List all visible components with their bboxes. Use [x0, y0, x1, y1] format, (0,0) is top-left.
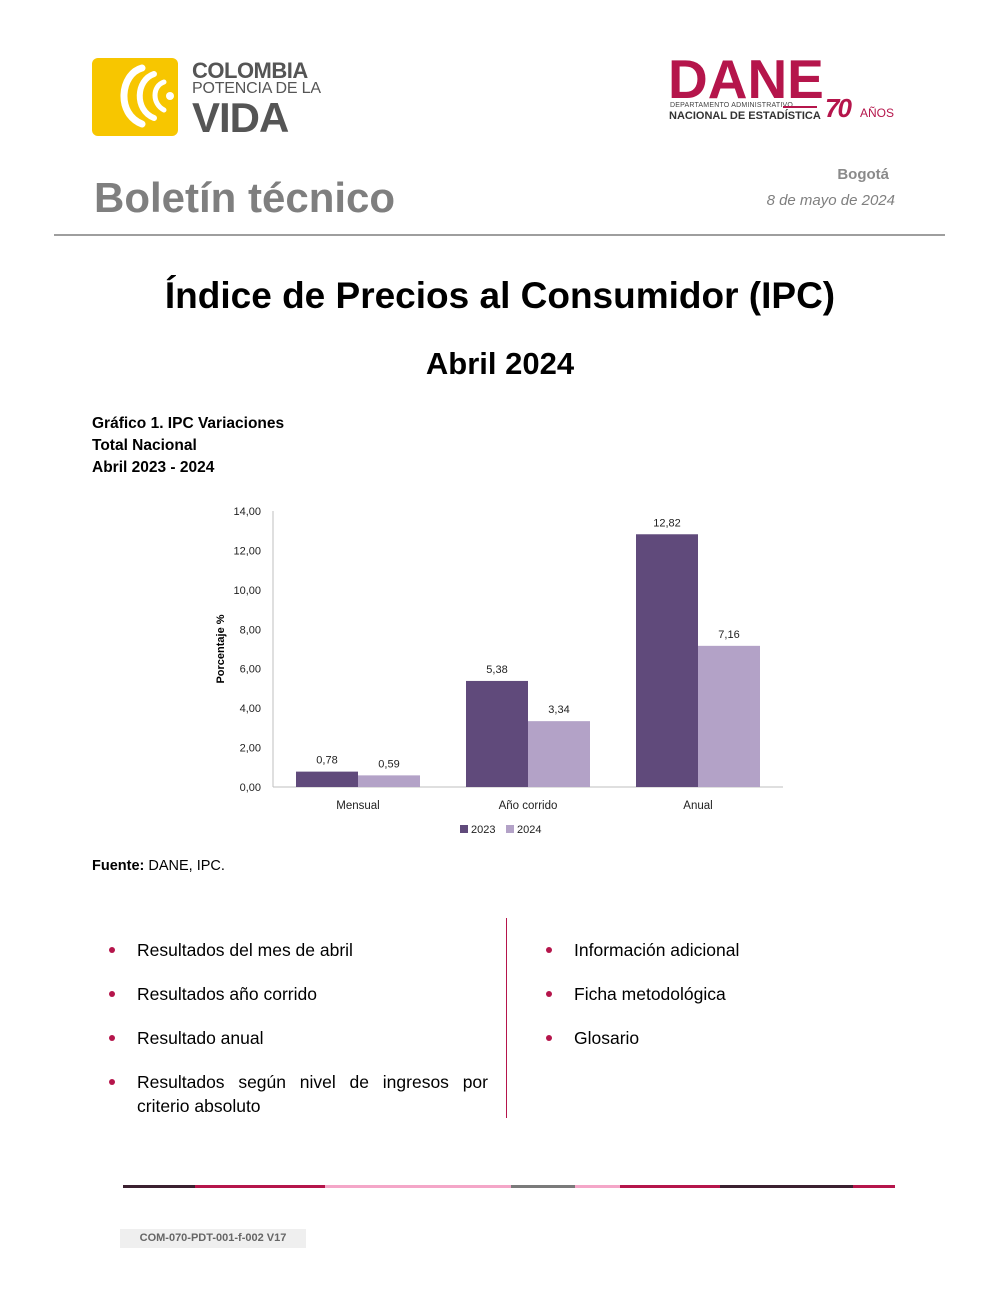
- y-tick-label: 2,00: [240, 743, 261, 755]
- y-tick-label: 6,00: [240, 664, 261, 676]
- bulletin-label: Boletín técnico: [94, 174, 396, 221]
- dane-logo-rule: [783, 106, 817, 108]
- y-tick-label: 14,00: [233, 506, 261, 518]
- page-title: Índice de Precios al Consumidor (IPC): [164, 275, 836, 316]
- legend-label-2023: 2023: [471, 824, 495, 836]
- bar-2023: [466, 680, 528, 787]
- contents-link-glossary[interactable]: Glosario: [529, 1026, 929, 1050]
- source-text: DANE, IPC.: [144, 858, 225, 874]
- publication-date: 8 de mayo de 2024: [766, 192, 895, 209]
- dane-subtitle-1: DEPARTAMENTO ADMINISTRATIVO: [670, 102, 793, 109]
- contents-link-month-results[interactable]: Resultados del mes de abril: [92, 938, 488, 962]
- y-axis-title: Porcentaje %: [215, 614, 227, 683]
- colombia-logo-mark-icon: [92, 58, 178, 136]
- chart-caption-scope: Total Nacional: [92, 437, 197, 454]
- y-tick-label: 12,00: [233, 545, 261, 557]
- contents-link-annual-result[interactable]: Resultado anual: [92, 1026, 488, 1050]
- bar-2023: [636, 534, 698, 787]
- contents-link-income-level-results[interactable]: Resultados según nivel de ingresos por c…: [92, 1070, 488, 1118]
- dane-wordmark: DANE: [668, 48, 824, 110]
- form-code: COM-070-PDT-001-f-002 V17: [120, 1229, 306, 1248]
- chart-caption-period: Abril 2023 - 2024: [92, 459, 215, 476]
- data-label-2024: 3,34: [548, 704, 569, 716]
- legend-label-2024: 2024: [517, 824, 541, 836]
- dane-logo: DANE DEPARTAMENTO ADMINISTRATIVO NACIONA…: [668, 48, 898, 127]
- legend-swatch-2024: [506, 825, 514, 833]
- source-label: Fuente:: [92, 858, 145, 874]
- logo-line-3: VIDA: [192, 94, 289, 141]
- page-subtitle: Abril 2024: [425, 346, 575, 381]
- contents-column-divider: [506, 918, 507, 1118]
- y-tick-label: 0,00: [240, 782, 261, 794]
- header-divider: [54, 234, 945, 236]
- chart-caption-title: Gráfico 1. IPC Variaciones: [92, 415, 285, 432]
- contents-link-ytd-results[interactable]: Resultados año corrido: [92, 982, 488, 1006]
- bar-2024: [528, 721, 590, 787]
- bar-2023: [296, 771, 358, 787]
- data-label-2024: 0,59: [378, 758, 399, 770]
- contents-link-methodology[interactable]: Ficha metodológica: [529, 982, 929, 1006]
- data-label-2024: 7,16: [718, 629, 739, 641]
- contents-list-right: Información adicional Ficha metodológica…: [529, 938, 929, 1070]
- chart-source: Fuente: DANE, IPC.: [92, 858, 225, 874]
- y-tick-label: 10,00: [233, 585, 261, 597]
- footer-color-bar: [123, 1185, 895, 1188]
- city: Bogotá: [837, 166, 889, 183]
- x-category-label: Año corrido: [499, 800, 558, 812]
- dane-subtitle-2: NACIONAL DE ESTADÍSTICA: [669, 110, 821, 122]
- x-category-label: Anual: [683, 800, 712, 812]
- dane-70-years: 70: [825, 93, 852, 123]
- data-label-2023: 5,38: [486, 664, 507, 676]
- contents-list-left: Resultados del mes de abril Resultados a…: [92, 938, 488, 1138]
- colombia-potencia-de-la-vida-logo: COLOMBIA POTENCIA DE LA VIDA: [92, 56, 324, 141]
- legend-swatch-2023: [460, 825, 468, 833]
- data-label-2023: 0,78: [316, 755, 337, 767]
- dane-years-label: AÑOS: [860, 106, 895, 120]
- data-label-2023: 12,82: [653, 517, 681, 529]
- y-tick-label: 4,00: [240, 703, 261, 715]
- bar-2024: [698, 645, 760, 787]
- bar-2024: [358, 775, 420, 787]
- contents-link-additional-info[interactable]: Información adicional: [529, 938, 929, 962]
- logo-line-1: COLOMBIA: [192, 58, 308, 83]
- y-tick-label: 8,00: [240, 624, 261, 636]
- x-category-label: Mensual: [336, 800, 379, 812]
- ipc-variations-bar-chart: 0,00 2,00 4,00 6,00 8,00 10,00 12,00 14,00 Porce…: [215, 506, 783, 836]
- logo-line-2: POTENCIA DE LA: [192, 80, 321, 97]
